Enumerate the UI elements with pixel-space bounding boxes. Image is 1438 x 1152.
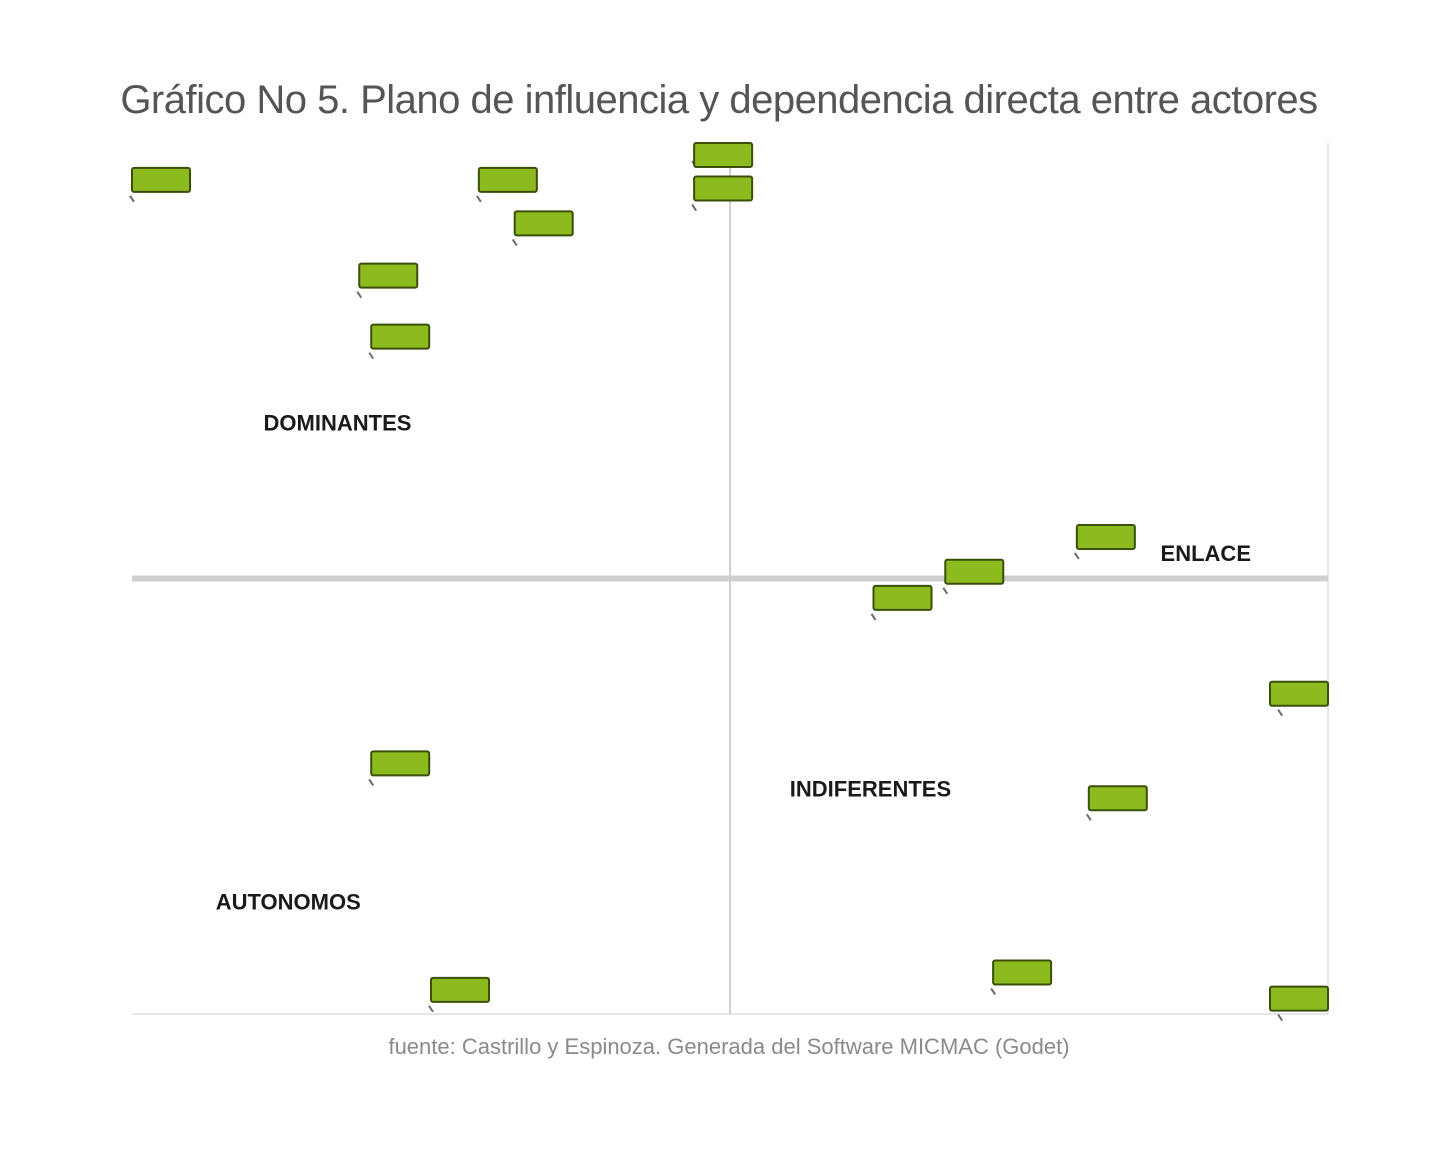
- actor-point-2: [476, 166, 538, 203]
- actor-marker: [368, 352, 375, 360]
- actor-label-box: [693, 175, 754, 202]
- actor-point-10: [870, 584, 933, 621]
- actor-label-box: [477, 166, 538, 193]
- actor-point-3: [691, 142, 754, 168]
- actor-marker: [1074, 552, 1080, 560]
- actor-label-box: [1269, 985, 1329, 1012]
- actor-label-box: [131, 166, 191, 193]
- actor-point-1: [129, 166, 191, 203]
- actor-point-8: [1074, 523, 1136, 560]
- actor-marker: [1277, 709, 1283, 717]
- quadrant-label-dominantes: DOMINANTES: [264, 410, 412, 435]
- actor-point-7: [368, 323, 431, 360]
- actor-point-16: [1269, 985, 1329, 1022]
- actor-marker: [129, 195, 135, 203]
- chart-source: fuente: Castrillo y Espinoza. Generada d…: [388, 1034, 1070, 1059]
- actor-marker: [691, 203, 697, 212]
- actor-label-box: [370, 750, 431, 777]
- actor-label-box: [872, 584, 933, 611]
- actor-label-box: [358, 262, 419, 289]
- actor-label-box: [944, 558, 1005, 585]
- actor-point-12: [368, 750, 431, 786]
- actor-point-9: [942, 558, 1005, 595]
- actor-label-box: [430, 976, 490, 1003]
- actor-point-11: [1269, 680, 1329, 717]
- actor-point-14: [990, 959, 1053, 996]
- actor-marker: [428, 1005, 434, 1013]
- actor-label-box: [513, 210, 574, 237]
- actor-marker: [942, 587, 949, 595]
- actor-label-box: [693, 142, 754, 168]
- actor-marker: [511, 238, 518, 246]
- actor-marker: [476, 195, 482, 203]
- actor-label-box: [992, 959, 1053, 986]
- chart-title: Gráfico No 5. Plano de influencia y depe…: [120, 78, 1318, 122]
- quadrant-label-enlace: ENLACE: [1161, 541, 1251, 566]
- quadrant-label-indiferentes: INDIFERENTES: [790, 776, 951, 801]
- actor-point-13: [1085, 785, 1148, 821]
- actor-point-15: [428, 976, 490, 1013]
- actor-marker: [990, 987, 996, 996]
- actor-label-box: [1075, 523, 1136, 550]
- quadrant-label-autonomos: AUTONOMOS: [216, 889, 361, 914]
- actor-label-box: [370, 323, 431, 350]
- actor-point-5: [511, 210, 574, 246]
- actor-label-box: [1269, 680, 1329, 707]
- actor-marker: [1277, 1014, 1283, 1022]
- actor-label-box: [1087, 785, 1148, 812]
- actor-marker: [368, 778, 375, 786]
- actor-point-4: [691, 175, 754, 212]
- actor-marker: [870, 613, 877, 621]
- actor-point-6: [356, 262, 419, 299]
- actor-marker: [356, 291, 363, 299]
- actor-marker: [1085, 813, 1092, 821]
